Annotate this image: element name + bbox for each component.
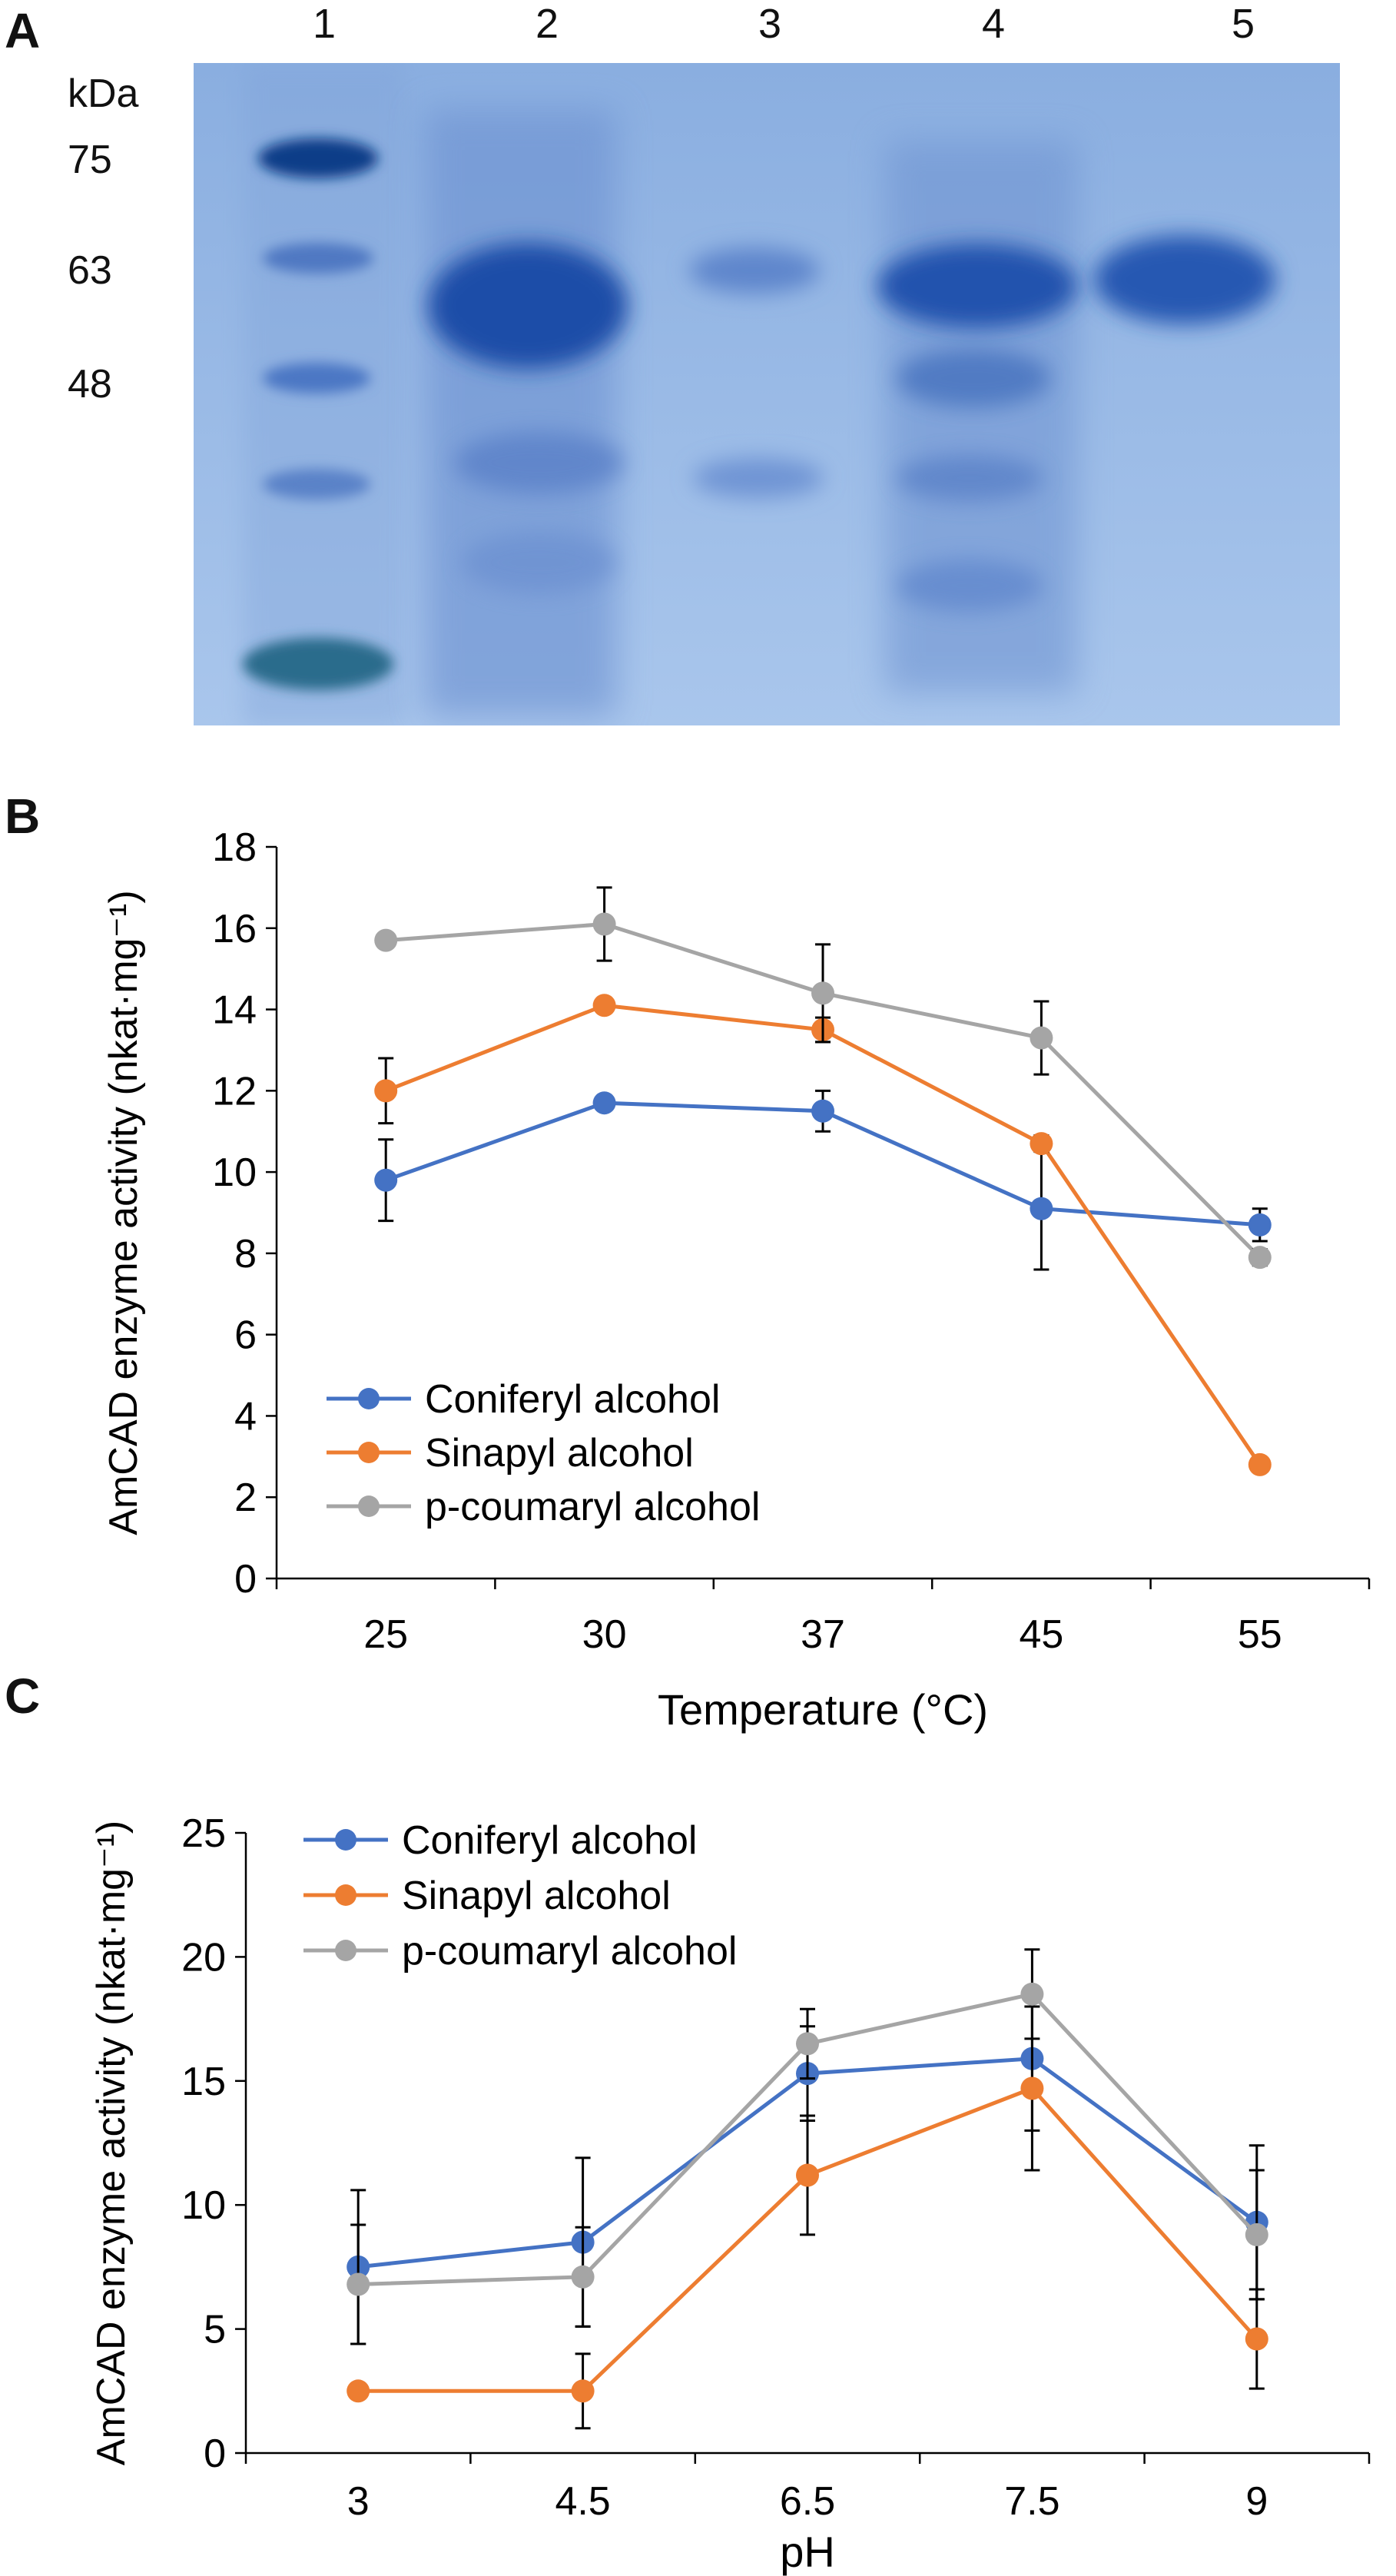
b-y-tick-label: 18 bbox=[212, 825, 257, 870]
b-series-p-coumaryl-alcohol bbox=[374, 886, 1272, 1270]
gel-lane-2 bbox=[424, 109, 628, 716]
gel-lane-5 bbox=[1094, 235, 1275, 324]
b-data-point bbox=[1248, 1213, 1272, 1237]
c-data-point bbox=[1245, 2222, 1268, 2246]
c-legend-label: p-coumaryl alcohol bbox=[402, 1929, 737, 1973]
c-y-tick-label: 20 bbox=[181, 1935, 226, 1980]
b-y-tick-label: 6 bbox=[234, 1313, 257, 1358]
kda-unit-label: kDa bbox=[68, 71, 139, 116]
c-x-tick-label: 6.5 bbox=[780, 2479, 835, 2524]
c-y-tick-label: 15 bbox=[181, 2060, 226, 2104]
c-y-axis-title: AmCAD enzyme activity (nkat·mg⁻¹) bbox=[89, 1821, 134, 2465]
b-data-point bbox=[1030, 1026, 1053, 1050]
c-legend-swatch-marker bbox=[335, 1884, 356, 1906]
panel-a: A 1 2 3 4 5 kDa 75 63 48 bbox=[0, 0, 1396, 738]
b-data-point bbox=[592, 912, 616, 936]
c-data-point bbox=[1020, 1982, 1044, 2006]
lane-label-3: 3 bbox=[758, 1, 782, 47]
b-data-point bbox=[592, 994, 616, 1017]
c-x-tick-label: 3 bbox=[347, 2479, 370, 2524]
gel-image bbox=[194, 63, 1340, 725]
gel-lane-1 bbox=[243, 63, 405, 725]
b-y-tick-label: 8 bbox=[234, 1232, 257, 1276]
b-y-tick-label: 2 bbox=[234, 1476, 257, 1520]
b-data-point bbox=[1030, 1197, 1053, 1220]
marker-label-48: 48 bbox=[68, 362, 112, 407]
b-y-tick-label: 14 bbox=[212, 988, 257, 1033]
gel-lane-4 bbox=[877, 140, 1077, 693]
b-legend-label: Sinapyl alcohol bbox=[425, 1431, 694, 1476]
c-x-tick-label: 9 bbox=[1245, 2479, 1268, 2524]
temperature-activity-chart: 0 2 4 6 8 10 12 14 16 18 25 30 37 45 55 Temperature (°C… bbox=[101, 825, 1371, 1734]
c-data-point bbox=[347, 2379, 370, 2403]
c-series-p-coumaryl-alcohol bbox=[347, 1948, 1268, 2345]
lane-label-5: 5 bbox=[1231, 1, 1255, 47]
c-data-point bbox=[796, 2032, 819, 2056]
lane-label-4: 4 bbox=[981, 1, 1006, 47]
b-legend-label: p-coumaryl alcohol bbox=[425, 1485, 760, 1529]
lane-label-2: 2 bbox=[535, 1, 559, 47]
c-data-point bbox=[571, 2265, 595, 2289]
c-y-tick-label: 5 bbox=[204, 2308, 226, 2352]
panel-c-letter: C bbox=[5, 1668, 41, 1724]
marker-label-63: 63 bbox=[68, 248, 112, 293]
c-y-tick-label: 25 bbox=[181, 1811, 226, 1856]
c-legend-swatch-marker bbox=[335, 1940, 356, 1961]
b-series-coniferyl-alcohol bbox=[374, 1089, 1272, 1271]
b-data-point bbox=[374, 1079, 398, 1103]
marker-label-75: 75 bbox=[68, 138, 112, 182]
b-data-point bbox=[811, 1099, 834, 1123]
b-x-tick-label: 45 bbox=[1019, 1612, 1063, 1657]
c-legend-swatch-marker bbox=[335, 1829, 356, 1851]
c-data-point bbox=[1020, 2076, 1044, 2100]
c-x-tick-label: 7.5 bbox=[1004, 2479, 1059, 2524]
b-y-tick-label: 10 bbox=[212, 1150, 257, 1195]
ph-activity-chart: 0 5 10 15 20 25 3 4.5 6.5 7.5 9 pH AmCAD enzyme acti… bbox=[89, 1811, 1371, 2576]
b-legend-swatch-marker bbox=[358, 1442, 380, 1463]
panel-a-letter: A bbox=[5, 3, 41, 58]
b-data-point bbox=[1248, 1246, 1272, 1270]
b-y-tick-label: 4 bbox=[234, 1394, 257, 1439]
gel-lane-3 bbox=[689, 247, 824, 498]
b-data-point bbox=[1248, 1452, 1272, 1476]
c-legend-label: Coniferyl alcohol bbox=[402, 1818, 697, 1863]
b-legend-swatch-marker bbox=[358, 1495, 380, 1517]
b-y-tick-label: 16 bbox=[212, 907, 257, 951]
c-y-tick-label: 0 bbox=[204, 2432, 226, 2476]
c-x-tick-label: 4.5 bbox=[555, 2479, 610, 2524]
c-x-axis-title: pH bbox=[780, 2528, 835, 2576]
c-data-point bbox=[796, 2163, 819, 2187]
b-y-axis-title: AmCAD enzyme activity (nkat·mg⁻¹) bbox=[101, 890, 146, 1535]
lane-label-1: 1 bbox=[312, 1, 337, 47]
b-legend-swatch-marker bbox=[358, 1388, 380, 1409]
b-x-tick-label: 25 bbox=[363, 1612, 408, 1657]
b-data-point bbox=[811, 981, 834, 1005]
b-data-point bbox=[592, 1091, 616, 1115]
b-data-point bbox=[374, 928, 398, 952]
b-x-tick-label: 37 bbox=[801, 1612, 845, 1657]
b-x-tick-label: 55 bbox=[1238, 1612, 1282, 1657]
b-x-tick-label: 30 bbox=[582, 1612, 627, 1657]
c-legend: Coniferyl alcohol Sinapyl alcohol p-coumar… bbox=[303, 1818, 737, 1973]
panel-b-letter: B bbox=[5, 788, 41, 844]
b-data-point bbox=[1030, 1132, 1053, 1156]
b-y-tick-label: 0 bbox=[234, 1557, 257, 1602]
b-data-point bbox=[374, 1168, 398, 1192]
c-y-tick-label: 10 bbox=[181, 2183, 226, 2228]
b-legend-label: Coniferyl alcohol bbox=[425, 1377, 720, 1422]
c-data-point bbox=[1245, 2327, 1268, 2351]
b-y-tick-label: 12 bbox=[212, 1069, 257, 1114]
c-data-point bbox=[571, 2379, 595, 2403]
b-x-axis-title: Temperature (°C) bbox=[658, 1685, 988, 1734]
b-legend: Coniferyl alcohol Sinapyl alcohol p-coumar… bbox=[327, 1377, 760, 1529]
c-data-point bbox=[347, 2272, 370, 2296]
c-legend-label: Sinapyl alcohol bbox=[402, 1874, 671, 1918]
